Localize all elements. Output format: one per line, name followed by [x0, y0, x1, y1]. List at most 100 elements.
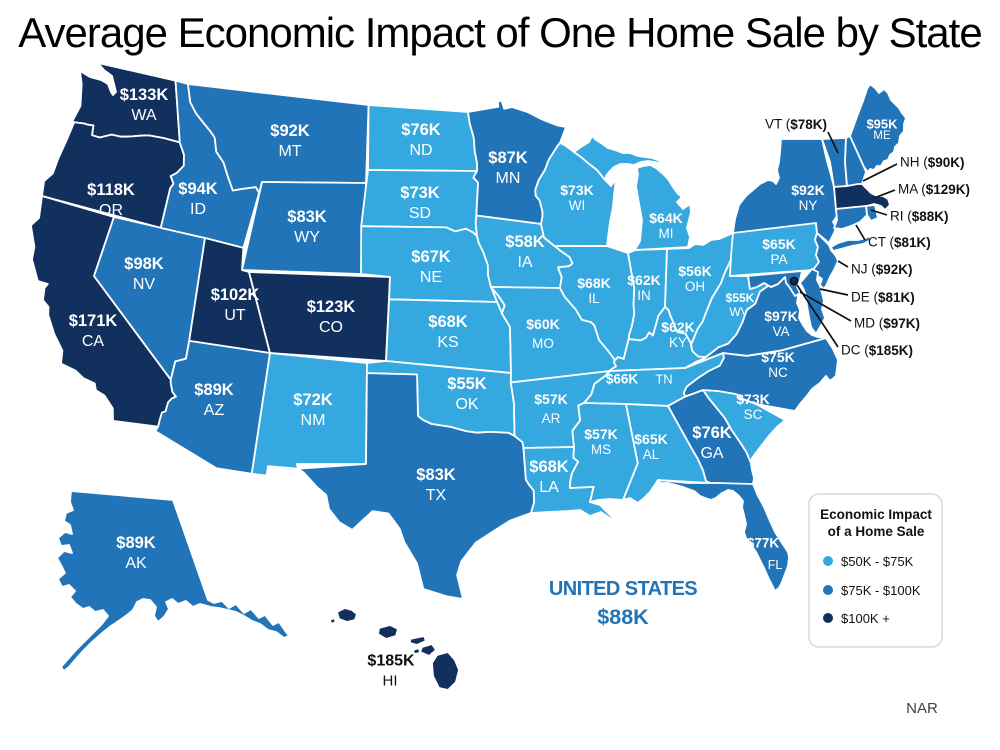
svg-text:of a Home Sale: of a Home Sale: [828, 524, 925, 539]
svg-text:$94K: $94K: [178, 180, 218, 198]
svg-text:AR: AR: [542, 411, 561, 426]
svg-text:$72K: $72K: [293, 391, 333, 409]
svg-text:$50K - $75K: $50K - $75K: [841, 554, 914, 569]
svg-text:CA: CA: [82, 333, 105, 350]
svg-text:NE: NE: [420, 269, 442, 286]
svg-text:ID: ID: [190, 201, 206, 218]
svg-text:UT: UT: [224, 307, 246, 324]
svg-text:$100K +: $100K +: [841, 611, 890, 626]
svg-text:$76K: $76K: [401, 121, 441, 139]
svg-text:AZ: AZ: [204, 402, 225, 419]
svg-text:$97K: $97K: [764, 308, 797, 324]
svg-text:CO: CO: [319, 319, 343, 336]
svg-text:$88K: $88K: [597, 605, 649, 629]
svg-text:UNITED STATES: UNITED STATES: [549, 578, 697, 600]
svg-text:WV: WV: [729, 305, 748, 319]
svg-text:ME: ME: [873, 130, 891, 142]
svg-text:MI: MI: [659, 226, 674, 241]
svg-text:$95K: $95K: [866, 117, 898, 132]
svg-text:$89K: $89K: [194, 381, 234, 399]
svg-text:$60K: $60K: [526, 316, 559, 332]
svg-text:$66K: $66K: [606, 372, 639, 387]
svg-text:$89K: $89K: [116, 534, 156, 552]
svg-text:OK: OK: [455, 396, 478, 413]
svg-text:$73K: $73K: [736, 391, 769, 407]
svg-text:$55K: $55K: [447, 375, 487, 393]
svg-text:$56K: $56K: [678, 263, 711, 279]
svg-text:DC ($185K): DC ($185K): [841, 343, 913, 358]
svg-text:TN: TN: [655, 372, 672, 387]
svg-text:IL: IL: [588, 291, 600, 306]
svg-text:MS: MS: [591, 442, 611, 457]
svg-text:OH: OH: [685, 279, 705, 294]
svg-text:IA: IA: [517, 254, 532, 271]
svg-text:OR: OR: [99, 202, 123, 219]
svg-text:TX: TX: [426, 487, 447, 504]
svg-text:$133K: $133K: [120, 86, 169, 104]
svg-text:AL: AL: [643, 447, 660, 462]
svg-text:$68K: $68K: [428, 313, 468, 331]
svg-text:MA ($129K): MA ($129K): [898, 182, 970, 197]
svg-text:AK: AK: [125, 555, 147, 572]
svg-text:GA: GA: [700, 445, 723, 462]
svg-text:$73K: $73K: [560, 182, 593, 198]
svg-text:NV: NV: [133, 276, 156, 293]
svg-text:$118K: $118K: [87, 181, 135, 199]
svg-text:NH ($90K): NH ($90K): [900, 155, 965, 170]
svg-text:$75K - $100K: $75K - $100K: [841, 583, 921, 598]
svg-text:NC: NC: [768, 365, 788, 380]
svg-text:Average Economic Impact of One: Average Economic Impact of One Home Sale…: [18, 9, 981, 56]
svg-text:KS: KS: [437, 334, 458, 351]
svg-text:$98K: $98K: [124, 255, 164, 273]
svg-text:$64K: $64K: [649, 210, 682, 226]
svg-text:DE ($81K): DE ($81K): [851, 290, 915, 305]
svg-text:$76K: $76K: [692, 424, 732, 442]
svg-text:$75K: $75K: [761, 349, 794, 365]
svg-text:$92K: $92K: [270, 122, 310, 140]
svg-text:RI ($88K): RI ($88K): [890, 209, 949, 224]
svg-text:MT: MT: [278, 143, 301, 160]
svg-text:$83K: $83K: [287, 208, 327, 226]
svg-text:$87K: $87K: [488, 149, 528, 167]
svg-text:$65K: $65K: [762, 236, 795, 252]
svg-text:$57K: $57K: [584, 426, 617, 442]
svg-text:$67K: $67K: [411, 248, 451, 266]
svg-text:Economic Impact: Economic Impact: [820, 507, 932, 522]
svg-text:MN: MN: [496, 170, 521, 187]
svg-text:$68K: $68K: [577, 275, 610, 291]
svg-text:$83K: $83K: [416, 466, 456, 484]
svg-text:$185K: $185K: [367, 653, 415, 670]
svg-text:$57K: $57K: [534, 391, 567, 407]
svg-text:$171K: $171K: [69, 312, 118, 330]
svg-text:$55K: $55K: [726, 291, 755, 305]
svg-text:NY: NY: [799, 198, 818, 213]
svg-text:$62K: $62K: [661, 319, 694, 335]
svg-text:NAR: NAR: [906, 700, 938, 717]
svg-text:$62K: $62K: [627, 272, 660, 288]
svg-text:PA: PA: [770, 252, 787, 267]
svg-text:$77K: $77K: [747, 536, 780, 551]
svg-text:KY: KY: [669, 335, 687, 350]
svg-text:$65K: $65K: [634, 431, 667, 447]
svg-text:$68K: $68K: [529, 458, 569, 476]
svg-text:VT ($78K): VT ($78K): [765, 117, 827, 132]
svg-text:$92K: $92K: [791, 182, 824, 198]
svg-text:HI: HI: [383, 673, 398, 690]
svg-text:MD ($97K): MD ($97K): [854, 316, 920, 331]
svg-text:WA: WA: [131, 107, 157, 124]
svg-text:MO: MO: [532, 336, 554, 351]
svg-text:$58K: $58K: [505, 233, 545, 251]
svg-text:WI: WI: [569, 198, 586, 213]
svg-text:NM: NM: [301, 412, 326, 429]
svg-text:NJ ($92K): NJ ($92K): [851, 262, 913, 277]
svg-text:FL: FL: [768, 558, 783, 572]
svg-text:$73K: $73K: [400, 184, 440, 202]
svg-text:WY: WY: [294, 229, 320, 246]
svg-text:LA: LA: [539, 479, 559, 496]
svg-text:$123K: $123K: [307, 298, 356, 316]
svg-text:IN: IN: [637, 288, 651, 303]
svg-text:SC: SC: [744, 407, 763, 422]
svg-text:VA: VA: [772, 324, 789, 339]
svg-text:ND: ND: [409, 142, 432, 159]
svg-text:$102K: $102K: [211, 286, 260, 304]
